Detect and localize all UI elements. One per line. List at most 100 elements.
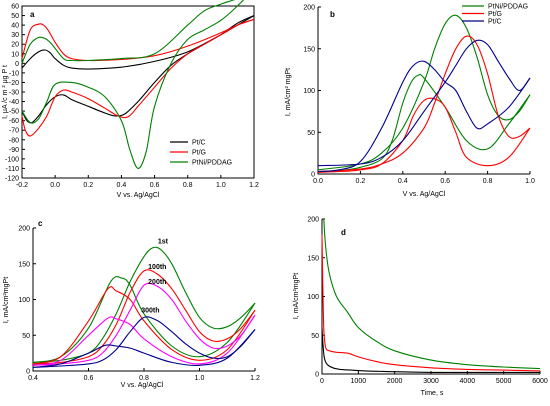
panel-a-ytick-label: -100 [5,156,19,163]
panel-c-xtick-label: 0.4 [28,375,38,382]
panel-b-legend-label: PtNi/PDDAG [488,4,528,11]
panel-c-annotations: 1st 100th 200th 300th [141,239,168,315]
panel-c-ytick-label: 0 [26,369,30,376]
panel-a-xtick-label: 0.0 [50,182,60,189]
panel-c-yticks: 0 50 100 150 200 [18,226,36,376]
panel-a-ytick-label: -40 [9,99,19,106]
panel-b-legend-label: Pt/C [488,19,502,26]
panel-a-frame [21,5,255,179]
panel-d-xlabel: Time, s [421,390,444,397]
panel-d-series-2-line [321,234,541,372]
panel-a-ytick-label: -60 [9,118,19,125]
panel-c-series-300th-line [32,329,256,368]
panel-b: 0 50 100 150 200 0.0 0.2 0.4 0.6 0.8 1.0 b V vs. … [285,4,535,199]
panel-d-ytick-label: 200 [307,217,319,224]
panel-a-legend-label: Pt/C [192,140,206,147]
panel-b-xtick-label: 0.2 [356,178,366,185]
panel-c: 0 50 100 150 200 0.4 0.6 0.8 1.0 1.2 1st 100th 200… [3,219,260,389]
panel-d-ytick-label: 150 [307,255,319,262]
panel-a-xtick-label: 0.2 [83,182,93,189]
panel-b-axes [317,7,530,175]
panel-b-ytick-label: 150 [303,46,315,53]
panel-d-xtick-label: 1000 [351,378,367,385]
panel-a-ylabel: I, μA /c m ² μg P t [2,65,9,119]
panel-a-ytick-label: -80 [9,137,19,144]
panel-d-xticks: 0 1000 2000 3000 4000 5000 6000 [320,371,548,385]
panel-a-xtick-label: 0.6 [150,182,160,189]
panel-a-ytick-label: 60 [11,4,19,11]
panel-d-ytick-label: 0 [315,372,319,379]
panel-c-annotation: 200th [148,279,166,286]
panel-d-series-1-line [323,218,541,370]
panel-a-ytick-label: 30 [11,32,19,39]
panel-a-ytick-label: 20 [11,42,19,49]
panel-b-series-pt-g-line [317,35,531,173]
panel-a-series-pt-c-line [21,15,255,70]
panel-b-ytick-label: 0 [311,172,315,179]
panel-d-xtick-label: 5000 [496,378,512,385]
panel-a-series-ptni-pddag-line [21,0,245,169]
panel-d-xtick-label: 3000 [423,378,439,385]
panel-a-ytick-label: -30 [9,90,19,97]
panel-b-xtick-label: 0.8 [483,178,493,185]
panel-a-series-pt-g-line [21,18,255,62]
panel-b-ytick-label: 200 [303,5,315,12]
panel-c-ytick-label: 200 [18,226,30,233]
panel-a-yticks: -120-110-100-90-80-70-60-50-40-30-20-100… [5,4,25,183]
panel-a-xlabel: V vs. Ag/AgCl [117,192,160,199]
panel-a-xtick-label: 0.8 [183,182,193,189]
panel-a-series-ptni-pddag-line [21,0,235,64]
panel-a-legend: Pt/C Pt/G PtNi/PDDAG [170,140,232,167]
panel-d-series-3-line [321,327,540,374]
panel-b-series-ptni-pddag-line [317,14,531,171]
panel-b-ylabel: I, mA/cm² mgPt [285,68,292,116]
panel-c-annotation: 300th [141,307,159,314]
panel-b-series-pt-g-line [317,97,531,173]
panel-b-yticks: 0 50 100 150 200 [303,5,321,179]
panel-c-xtick-label: 0.8 [139,375,149,382]
panel-b-xticks: 0.0 0.2 0.4 0.6 0.8 1.0 [313,171,535,185]
panel-d-label: d [341,228,346,237]
panel-a-ytick-label: -70 [9,128,19,135]
panel-d-ytick-label: 100 [307,294,319,301]
panel-a-ytick-label: -10 [9,70,19,77]
panel-b-xtick-label: 1.0 [525,178,535,185]
panel-d-curves [321,218,541,374]
panel-c-series-200th-line [32,314,256,366]
panel-b-legend-label: Pt/G [488,11,502,18]
panel-a-xticks: -0.2 0.0 0.2 0.4 0.6 0.8 1.0 1.2 [16,175,259,189]
panel-a-ytick-label: -20 [9,80,19,87]
panel-b-series-ptni-pddag-line [317,73,531,173]
panel-a-ytick-label: -120 [5,176,19,183]
panel-a-ytick-label: -110 [6,166,20,173]
panel-c-xticks: 0.4 0.6 0.8 1.0 1.2 [28,368,260,382]
panel-b-xlabel: V vs. Ag/AgCl [403,191,446,198]
panel-a-label: a [30,10,35,19]
panel-d-ytick-label: 50 [311,333,319,340]
panel-b-series-pt-c-line [317,39,531,167]
panel-c-ytick-label: 50 [22,333,30,340]
panel-a-ytick-label: -90 [9,147,19,154]
panel-c-ytick-label: 100 [18,297,30,304]
panel-b-curves [317,14,531,173]
panel-a-ytick-label: 0 [15,61,19,68]
panel-d-axes [321,219,540,375]
panel-a-legend-label: PtNi/PDDAG [192,160,232,167]
panel-a-curves [21,0,255,169]
panel-b-xtick-label: 0.4 [398,178,408,185]
panel-d-ylabel: I, mA/cm²mgPt [293,273,300,319]
panel-a-xtick-label: 1.0 [216,182,226,189]
panel-c-series-1st-line [32,246,256,363]
panel-c-series-300th-line [32,316,256,368]
panel-a-series-pt-g-line [21,18,255,137]
panel-a-xtick-label: -0.2 [16,182,28,189]
panel-c-xlabel: V vs. Ag/AgCl [121,382,164,389]
panel-c-series-1st-line [32,275,256,363]
panel-b-series-pt-c-line [317,60,531,173]
panel-b-xtick-label: 0.0 [313,178,323,185]
panel-a-ytick-label: -50 [9,109,19,116]
panel-d-xtick-label: 4000 [460,378,476,385]
panel-b-xtick-label: 0.6 [440,178,450,185]
panel-d-xtick-label: 0 [320,378,324,385]
